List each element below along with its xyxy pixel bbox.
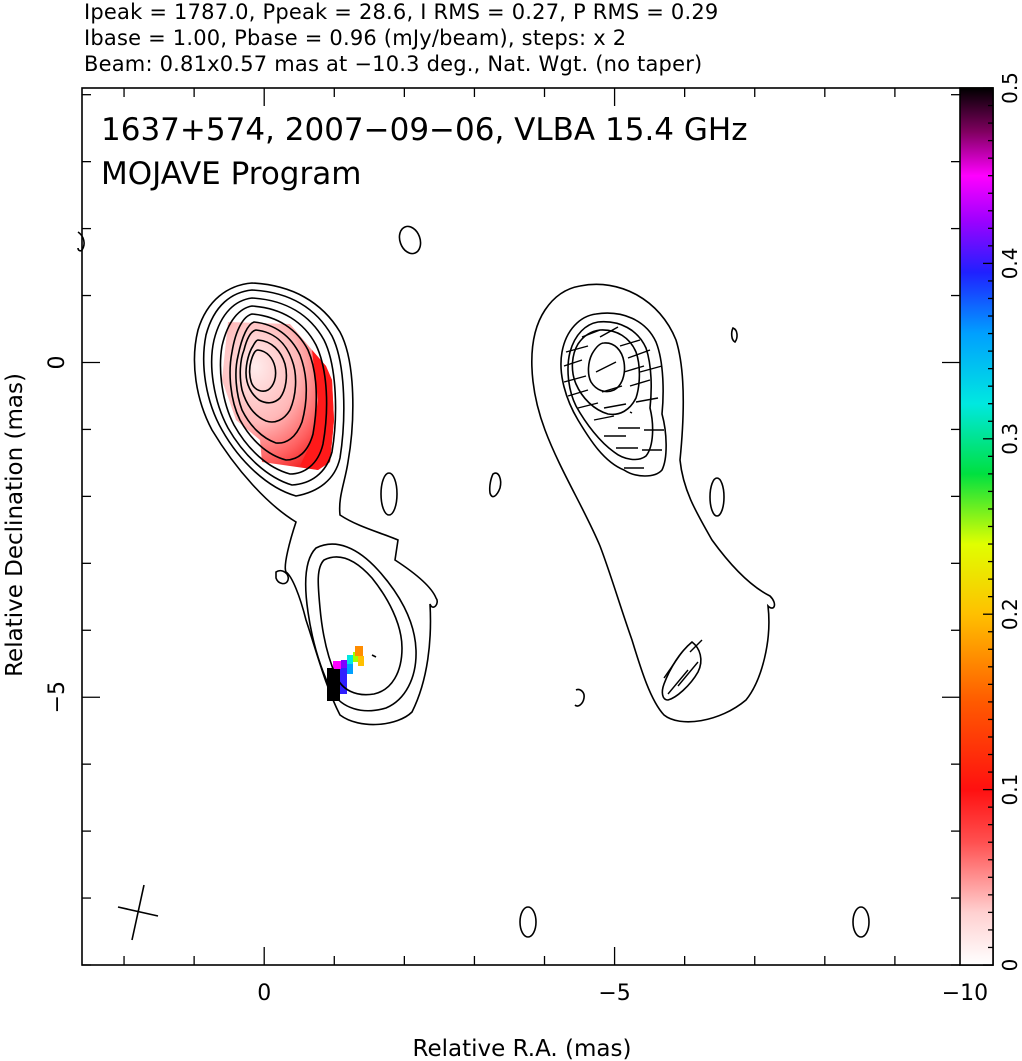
evpa-tick bbox=[663, 651, 683, 679]
jet-pol-pixel bbox=[347, 664, 353, 674]
evpa-tick bbox=[599, 326, 619, 338]
evpa-ticks bbox=[563, 326, 703, 695]
jet-pol-pixel bbox=[340, 666, 347, 694]
chart-subtitle: MOJAVE Program bbox=[101, 156, 361, 192]
contour-level bbox=[210, 297, 337, 486]
contour-level bbox=[239, 329, 297, 423]
colorbar-tick-label: 0.5 bbox=[998, 72, 1022, 104]
colorbar-tick-label: 0.2 bbox=[998, 598, 1022, 630]
evpa-tick bbox=[623, 365, 645, 373]
beam-marker bbox=[117, 884, 159, 941]
contour-level bbox=[380, 472, 398, 516]
evpa-tick bbox=[627, 349, 651, 359]
chart-title: 1637+574, 2007−09−06, VLBA 15.4 GHz bbox=[101, 112, 747, 148]
evpa-tick bbox=[603, 403, 627, 409]
contour-level bbox=[571, 329, 641, 416]
contour-level bbox=[560, 312, 667, 477]
evpa-tick bbox=[565, 345, 589, 353]
header-line-1: Ipeak = 1787.0, Ppeak = 28.6, I RMS = 0.… bbox=[84, 0, 719, 24]
core-pol-patch bbox=[222, 322, 334, 470]
evpa-tick bbox=[601, 385, 623, 393]
contour-level bbox=[852, 906, 870, 938]
contour-level bbox=[587, 342, 626, 393]
jet-pol-pixel bbox=[341, 660, 348, 668]
colorbar-ticks: 0 0.1 0.2 0.3 0.4 0.5 bbox=[983, 72, 1022, 971]
colorbar-tick-label: 0 bbox=[998, 959, 1022, 972]
header-line-2: Ibase = 1.00, Pbase = 0.96 (mJy/beam), s… bbox=[84, 26, 627, 50]
colorbar-tick-label: 0.4 bbox=[998, 247, 1022, 279]
evpa-tick bbox=[567, 389, 589, 397]
colorbar-tick-label: 0.3 bbox=[998, 423, 1022, 455]
contour-level bbox=[488, 472, 502, 498]
contour-level bbox=[730, 326, 738, 344]
evpa-tick bbox=[581, 329, 601, 338]
left-panel-contours bbox=[77, 225, 502, 726]
y-tick-label: −5 bbox=[45, 681, 70, 713]
jet-pol-pixel bbox=[333, 661, 341, 669]
header-line-3: Beam: 0.81x0.57 mas at −10.3 deg., Nat. … bbox=[84, 52, 703, 76]
evpa-tick bbox=[563, 375, 587, 383]
right-panel-contours bbox=[519, 283, 870, 938]
evpa-tick bbox=[619, 339, 641, 347]
contour-level bbox=[235, 321, 308, 444]
jet-pol-pixel bbox=[347, 655, 353, 664]
evpa-tick bbox=[635, 397, 659, 403]
evpa-tick bbox=[629, 411, 633, 414]
contour-level bbox=[398, 225, 422, 255]
x-tick-label: 0 bbox=[257, 981, 271, 1006]
contour-level bbox=[304, 543, 417, 712]
evpa-tick bbox=[629, 379, 651, 387]
evpa-tick bbox=[577, 402, 599, 409]
plot-frame bbox=[81, 87, 994, 966]
jet-pol-pixel bbox=[353, 652, 359, 662]
axis-ticks bbox=[82, 88, 960, 966]
contour-level bbox=[709, 477, 725, 517]
contour-level bbox=[193, 282, 438, 726]
evpa-tick bbox=[595, 361, 617, 373]
axis-tick-labels: 0 −5 −10 0 −5 bbox=[45, 355, 988, 1006]
evpa-tick bbox=[593, 415, 615, 421]
contour-level bbox=[531, 283, 776, 723]
evpa-tick bbox=[689, 639, 703, 653]
contour-level bbox=[519, 906, 537, 938]
contour-level bbox=[202, 289, 345, 497]
colorbar-tick-label: 0.1 bbox=[998, 774, 1022, 806]
evpa-tick bbox=[667, 669, 689, 695]
contour-level bbox=[248, 349, 277, 392]
x-tick-label: −5 bbox=[598, 981, 630, 1006]
evpa-tick bbox=[677, 661, 699, 687]
contour-level bbox=[229, 313, 318, 461]
y-axis-title: Relative Declination (mas) bbox=[2, 373, 28, 677]
evpa-tick bbox=[563, 359, 583, 367]
colorbar bbox=[959, 87, 994, 966]
jet-pol-pixel bbox=[355, 646, 363, 656]
contour-level bbox=[245, 339, 288, 404]
y-tick-label: 0 bbox=[45, 355, 70, 369]
x-tick-label: −10 bbox=[942, 981, 988, 1006]
evpa-tick bbox=[639, 365, 663, 373]
contour-level bbox=[371, 654, 377, 658]
x-axis-title: Relative R.A. (mas) bbox=[413, 1036, 632, 1061]
contour-level bbox=[574, 688, 585, 707]
jet-pol-pixel bbox=[358, 656, 364, 666]
contour-level bbox=[77, 231, 85, 252]
contour-level bbox=[317, 556, 403, 696]
contour-level bbox=[567, 321, 654, 461]
contour-level bbox=[219, 305, 328, 475]
contour-level bbox=[275, 569, 290, 585]
